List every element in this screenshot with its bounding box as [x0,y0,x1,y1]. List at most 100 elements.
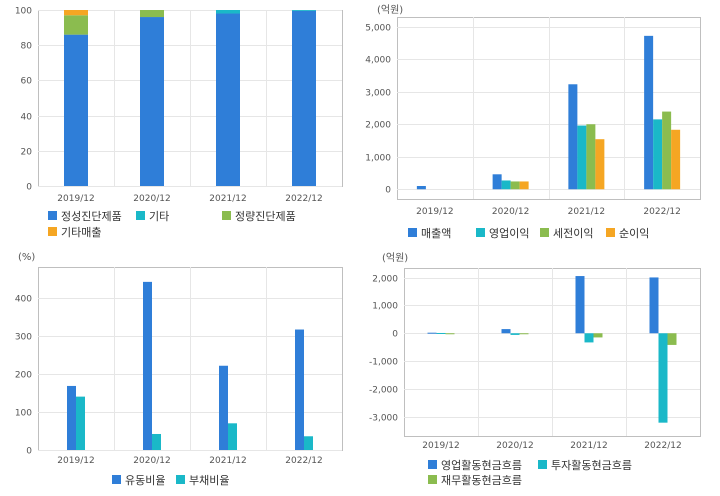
x-tick-label: 2020/12 [496,441,533,451]
x-tick-label: 2020/12 [492,207,529,217]
bar [667,333,677,345]
unit-label: (%) [18,252,35,263]
unit-label: (억원) [382,252,408,264]
y-tick-label: 20 [21,148,33,158]
bar [219,365,228,450]
y-tick-label: 80 [21,42,33,52]
bar [76,396,85,450]
legend-label: 매출액 [421,227,451,240]
x-tick-label: 2021/12 [568,207,605,217]
x-tick-label: 2021/12 [570,441,607,451]
bar [662,111,672,190]
y-tick-label: 0 [26,183,32,193]
y-tick-label: 0 [385,186,391,196]
bar [519,181,529,190]
y-tick-label: 300 [15,333,32,343]
bar [649,277,659,334]
bar [586,124,596,190]
legend-swatch [176,475,185,484]
unit-label: (억원) [377,4,403,16]
legend-swatch [428,475,437,484]
bar [501,329,511,334]
bar [436,332,446,334]
legend-label: 부채비율 [189,474,229,487]
bar [584,333,594,343]
legend-swatch [538,460,547,469]
x-tick-label: 2020/12 [133,456,170,466]
x-tick-label: 2020/12 [133,194,170,204]
bar [216,13,240,186]
bar [292,10,316,11]
x-tick-label: 2022/12 [643,207,680,217]
legend-swatch [136,211,145,220]
legend-label: 기타 [149,210,169,223]
legend-swatch [48,227,57,236]
y-tick-label: 0 [392,330,398,340]
legend-swatch [112,475,121,484]
bar [216,10,240,14]
legend: 매출액 영업이익 세전이익 순이익 [408,227,649,240]
x-tick-label: 2022/12 [644,441,681,451]
legend-label: 세전이익 [553,227,593,240]
x-tick-label: 2022/12 [285,456,322,466]
bar [64,34,88,186]
bar [143,281,152,450]
x-tick-label: 2022/12 [285,194,322,204]
bar [671,129,681,190]
legend-label: 재무활동현금흐름 [441,473,522,487]
legend-label: 정성진단제품 [61,210,122,223]
legend-swatch [48,211,57,220]
bar [595,139,605,190]
legend-label: 투자활동현금흐름 [551,458,632,472]
legend-label: 영업이익 [489,227,529,240]
bar [140,17,164,186]
y-tick-label: 60 [21,77,33,87]
x-tick-label: 2021/12 [209,456,246,466]
x-tick-label: 2019/12 [57,456,94,466]
bar [568,84,578,190]
legend-swatch [476,228,485,237]
legend: 유동비율 부채비율 [112,474,229,487]
y-tick-label: -2,000 [369,386,398,396]
legend-swatch [408,228,417,237]
legend-label: 순이익 [619,227,649,240]
bar [140,10,164,18]
bar [228,423,237,450]
y-tick-label: 100 [15,409,32,419]
x-tick-label: 2019/12 [422,441,459,451]
bar [445,333,455,335]
y-tick-label: 5,000 [365,24,391,34]
bar [510,181,520,190]
bar [653,119,663,190]
y-tick-label: 4,000 [365,56,391,66]
chart-4: -3,000 -2,000 -1,000 0 1,000 2,000 (억원) 2019/12… [369,252,701,487]
y-tick-label: 3,000 [365,89,391,99]
chart-3: 0 100 200 300 400 (%) 2019/12 2020/12 2021/12 202… [15,252,343,487]
legend-label: 유동비율 [125,474,165,487]
legend-label: 영업활동현금흐름 [441,458,522,472]
bar [519,333,529,335]
legend-swatch [540,228,549,237]
y-tick-label: 2,000 [365,121,391,131]
bar [292,10,316,186]
legend-swatch [222,211,231,220]
bar [152,433,161,450]
bar [577,125,587,190]
legend-label: 기타매출 [61,226,101,239]
bar [67,385,76,450]
y-tick-label: -1,000 [369,358,398,368]
legend-swatch [606,228,615,237]
bar [658,333,668,423]
bar [416,186,426,190]
bar [64,15,88,35]
bar [64,10,88,16]
y-tick-label: 0 [26,447,32,457]
chart-2: 0 1,000 2,000 3,000 4,000 5,000 (억원) 2019/12 202… [365,4,701,240]
y-tick-label: 2,000 [372,275,398,285]
y-tick-label: 1,000 [372,302,398,312]
x-tick-label: 2019/12 [57,194,94,204]
bar [501,180,511,190]
x-tick-label: 2019/12 [416,207,453,217]
